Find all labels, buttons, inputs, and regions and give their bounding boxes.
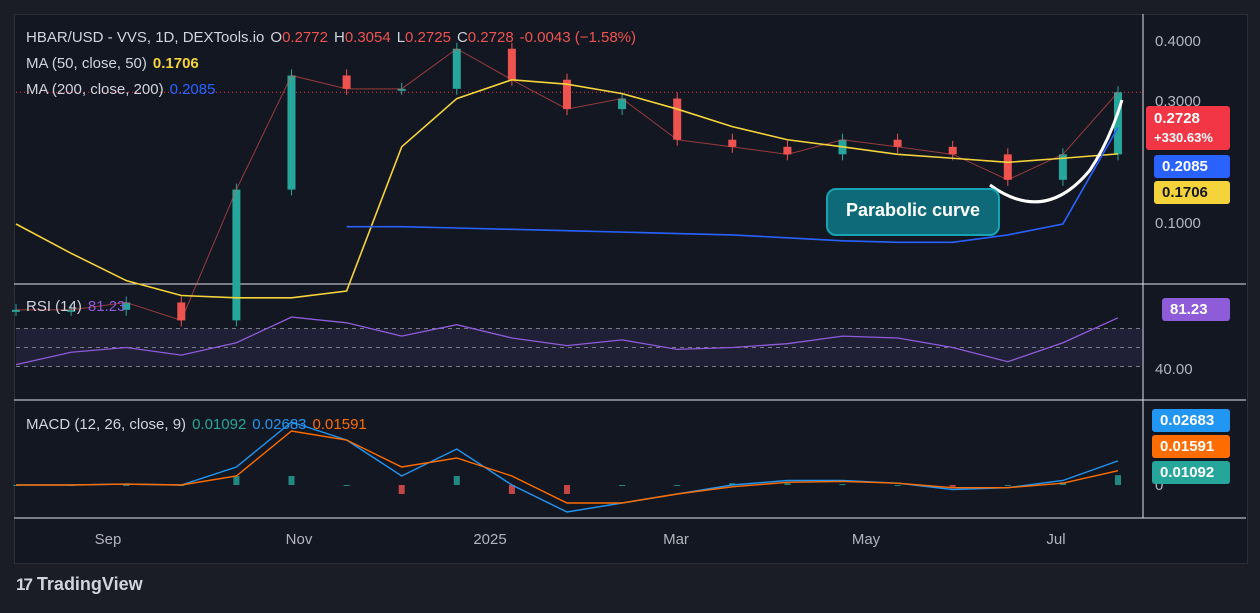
macd-histogram-bar [1004, 485, 1011, 486]
candle-body [397, 88, 406, 91]
parabolic-curve-line [989, 99, 1124, 204]
tradingview-logo-icon: 17 [16, 575, 33, 594]
macd-histogram-bar [453, 476, 460, 485]
y-tick-0: 0.4000 [1155, 33, 1201, 50]
candle-body [122, 302, 131, 310]
candle-body [1114, 92, 1122, 155]
ohlc-legend: HBAR/USD - VVS, 1D, DEXTools.io O0.2772 H0… [26, 29, 636, 46]
signal-line [16, 430, 1119, 504]
macd-histogram-bar [1115, 475, 1121, 485]
rsi-value: 81.23 [87, 298, 126, 315]
macd-histogram-bar [398, 485, 405, 494]
candle-body [1058, 154, 1067, 180]
ma50-legend: MA (50, close, 50) 0.1706 [26, 55, 205, 72]
candle-body [618, 98, 627, 110]
candle-body [342, 75, 351, 89]
price-line [16, 48, 1119, 321]
hist-price-tag: 0.01092 [1152, 461, 1230, 484]
macd-axis-tick: 0 [1155, 477, 1164, 494]
ma50-price-tag: 0.1706 [1154, 181, 1230, 204]
ma50-line [15, 78, 1119, 299]
macd-histogram-bar [233, 476, 240, 485]
macd-legend: MACD (12, 26, close, 9) 0.01092 0.02683 0.0… [26, 416, 373, 433]
macd-histogram-bar [729, 483, 736, 485]
candle-body [452, 48, 461, 89]
macd-histogram-bar [123, 485, 130, 486]
candle-body [948, 146, 957, 155]
x-tick-may: May [851, 531, 881, 548]
candle-body [893, 139, 902, 147]
close-value: 0.2728 [467, 29, 514, 46]
signal-price-tag: 0.01591 [1152, 435, 1230, 458]
candle-body [507, 48, 516, 80]
symbol-label: HBAR/USD - VVS, 1D, DEXTools.io [26, 29, 265, 46]
y-tick-1: 0.3000 [1155, 93, 1201, 110]
high-value: 0.3054 [344, 29, 391, 46]
macd-histogram-bar [343, 485, 350, 486]
rsi-legend: RSI (14) 81.23 [26, 298, 131, 315]
candle-body [67, 309, 76, 312]
candle-body [563, 79, 571, 110]
macd-label: MACD (12, 26, close, 9) [26, 416, 187, 433]
macd-histogram-bar [949, 485, 956, 487]
open-value: 0.2772 [282, 29, 328, 46]
parabolic-curve-annotation: Parabolic curve [826, 188, 1000, 236]
candle-body [728, 139, 737, 147]
candle-body [783, 146, 792, 155]
change-value: -0.0043 (−1.58%) [519, 29, 636, 46]
x-tick-mar: Mar [663, 531, 689, 548]
rsi-price-tag: 81.23 [1162, 298, 1230, 321]
x-tick-nov: Nov [285, 531, 313, 548]
x-tick-2025: 2025 [473, 531, 507, 548]
ma50-label: MA (50, close, 50) [26, 55, 147, 72]
macd-line [16, 421, 1119, 513]
rsi-axis-tick: 40.00 [1155, 361, 1193, 378]
macd-histogram-bar [619, 485, 626, 486]
candle-body [12, 309, 20, 312]
rsi-label: RSI (14) [26, 298, 82, 315]
rsi-line [15, 316, 1119, 366]
candle-body [673, 98, 682, 140]
x-tick-jul: Jul [1046, 531, 1066, 548]
macd-histogram-bar [674, 485, 681, 486]
macd-histogram-bar [564, 485, 570, 494]
ma200-label: MA (200, close, 200) [26, 81, 164, 98]
macd-histogram-bar [894, 485, 901, 486]
tradingview-logo: 17 TradingView [16, 574, 143, 594]
candle-body [177, 302, 186, 321]
ma50-value: 0.1706 [152, 55, 199, 72]
macd-histogram-bar [784, 483, 791, 485]
last-price-tag: 0.2728 +330.63% [1146, 106, 1230, 150]
macd-histogram-bar [508, 485, 515, 494]
macd-price-tag: 0.02683 [1152, 409, 1230, 432]
macd-histogram-bar [288, 476, 295, 485]
low-value: 0.2725 [405, 29, 451, 46]
ma200-price-tag: 0.2085 [1154, 155, 1230, 178]
candle-body [1003, 154, 1012, 180]
y-tick-2: 0.1000 [1155, 215, 1201, 232]
x-tick-sep: Sep [94, 531, 122, 548]
macd-hist-value: 0.01092 [192, 416, 247, 433]
macd-line-value: 0.02683 [252, 416, 307, 433]
ma200-legend: MA (200, close, 200) 0.2085 [26, 81, 221, 98]
candle-body [232, 189, 241, 321]
macd-histogram-bar [839, 484, 846, 486]
ma200-line [346, 127, 1119, 244]
macd-signal-value: 0.01591 [312, 416, 367, 433]
ma200-value: 0.2085 [169, 81, 216, 98]
candle-body [287, 75, 296, 190]
